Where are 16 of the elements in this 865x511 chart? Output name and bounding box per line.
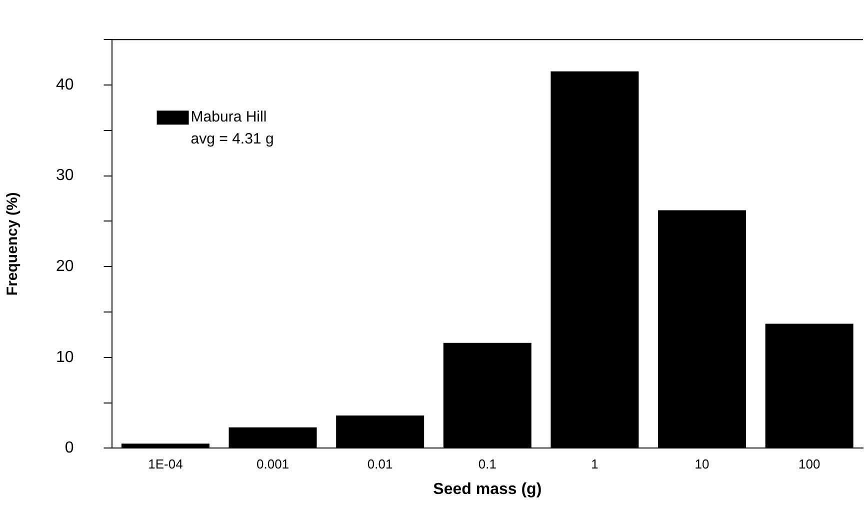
- annotation: avg = 4.31 g: [190, 130, 274, 148]
- legend-label: Mabura Hill: [190, 108, 267, 126]
- y-tick-label: 0: [64, 440, 74, 457]
- x-tick-label: 100: [798, 456, 820, 472]
- x-tick-label: 0.001: [256, 456, 290, 472]
- x-tick-label: 1: [591, 456, 598, 472]
- x-tick-label: 1E-04: [148, 456, 183, 472]
- y-tick-label: 20: [56, 258, 74, 276]
- x-tick-label: 0.1: [478, 456, 496, 472]
- y-tick-label: 40: [56, 76, 74, 94]
- y-tick-label: 30: [56, 167, 74, 184]
- x-tick-label: 0.01: [367, 456, 393, 472]
- x-axis-title: Seed mass (g): [433, 480, 542, 498]
- y-tick-label: 10: [56, 348, 74, 366]
- x-tick-label: 10: [694, 456, 710, 472]
- y-axis-title: Frequency (%): [4, 192, 22, 296]
